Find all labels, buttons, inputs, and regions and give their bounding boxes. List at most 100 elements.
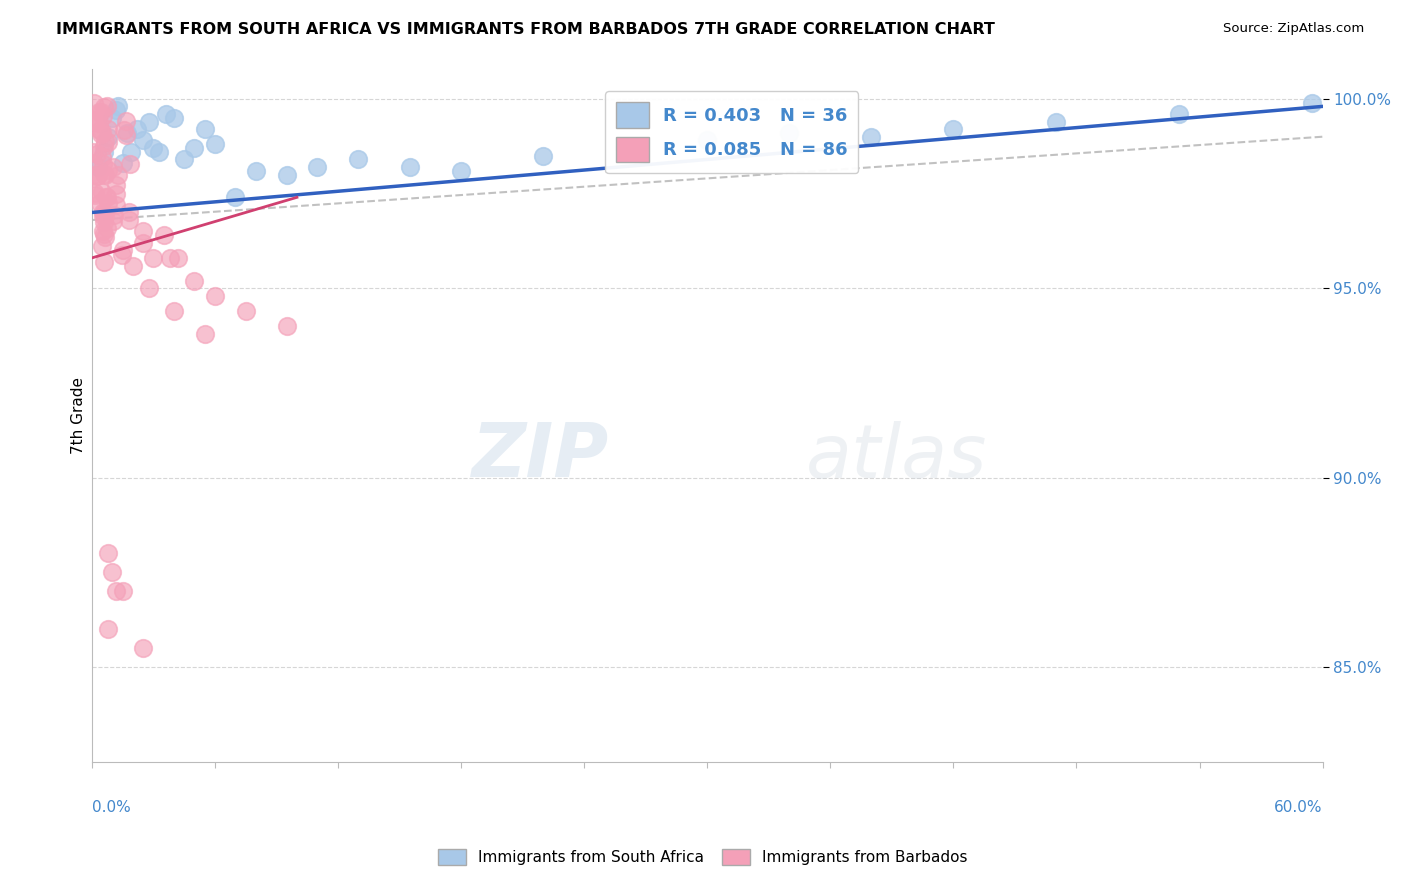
Point [87, 160, 110, 174]
Point [125, 122, 148, 136]
Point [614, 141, 637, 155]
Text: ZIP: ZIP [471, 420, 609, 493]
Point [118, 213, 141, 227]
Point [89, 104, 111, 119]
Point [93, 227, 115, 241]
Point [860, 129, 883, 144]
Point [93, 215, 115, 229]
Point [132, 224, 155, 238]
Point [86, 169, 108, 183]
Point [91, 205, 114, 219]
Point [93, 139, 115, 153]
Point [91, 150, 114, 164]
Point [1045, 114, 1067, 128]
Point [91, 209, 114, 223]
Point [1168, 107, 1191, 121]
Point [91, 109, 114, 123]
Point [93, 100, 115, 114]
Point [89, 116, 111, 130]
Point [105, 103, 128, 118]
Point [96, 190, 118, 204]
Text: 0.0%: 0.0% [91, 800, 131, 815]
Point [101, 111, 124, 125]
Point [112, 122, 135, 136]
Point [84, 186, 107, 201]
Point [778, 126, 800, 140]
Point [204, 137, 226, 152]
Legend: R = 0.403   N = 36, R = 0.085   N = 86: R = 0.403 N = 36, R = 0.085 N = 86 [605, 91, 859, 173]
Point [132, 641, 155, 656]
Point [183, 141, 205, 155]
Point [142, 251, 165, 265]
Point [90, 125, 112, 139]
Point [111, 248, 134, 262]
Text: IMMIGRANTS FROM SOUTH AFRICA VS IMMIGRANTS FROM BARBADOS 7TH GRADE CORRELATION C: IMMIGRANTS FROM SOUTH AFRICA VS IMMIGRAN… [56, 22, 995, 37]
Point [93, 167, 115, 181]
Point [120, 145, 142, 159]
Point [307, 160, 329, 174]
Point [94, 134, 117, 148]
Point [105, 198, 128, 212]
Point [82, 114, 104, 128]
Point [115, 126, 138, 140]
Point [101, 566, 124, 580]
Point [91, 239, 114, 253]
Point [245, 163, 267, 178]
Point [118, 205, 141, 219]
Point [235, 304, 257, 318]
Point [82, 168, 104, 182]
Point [93, 255, 115, 269]
Point [347, 153, 370, 167]
Point [696, 134, 718, 148]
Point [90, 127, 112, 141]
Point [94, 230, 117, 244]
Point [194, 326, 217, 341]
Y-axis label: 7th Grade: 7th Grade [72, 376, 86, 454]
Point [89, 123, 111, 137]
Point [155, 107, 177, 121]
Point [83, 95, 105, 110]
Point [107, 168, 129, 182]
Point [107, 99, 129, 113]
Point [101, 214, 124, 228]
Point [84, 187, 107, 202]
Point [121, 259, 143, 273]
Point [97, 195, 120, 210]
Point [398, 160, 420, 174]
Point [89, 196, 111, 211]
Point [82, 156, 104, 170]
Point [93, 206, 115, 220]
Text: 60.0%: 60.0% [1274, 800, 1323, 815]
Point [120, 157, 142, 171]
Point [115, 114, 138, 128]
Legend: Immigrants from South Africa, Immigrants from Barbados: Immigrants from South Africa, Immigrants… [432, 843, 974, 871]
Point [82, 145, 104, 159]
Point [276, 168, 298, 182]
Point [97, 162, 120, 177]
Point [103, 208, 125, 222]
Point [163, 111, 186, 125]
Point [97, 135, 120, 149]
Point [97, 129, 120, 144]
Point [142, 141, 165, 155]
Point [276, 319, 298, 334]
Point [105, 186, 128, 201]
Point [96, 99, 118, 113]
Point [531, 148, 554, 162]
Point [111, 584, 134, 599]
Point [450, 163, 472, 178]
Point [97, 546, 120, 560]
Point [91, 157, 114, 171]
Point [94, 169, 117, 183]
Point [183, 274, 205, 288]
Point [1301, 95, 1323, 110]
Point [194, 122, 217, 136]
Point [90, 185, 112, 199]
Point [86, 147, 108, 161]
Point [114, 128, 136, 142]
Point [105, 584, 128, 599]
Point [111, 244, 134, 258]
Text: atlas: atlas [806, 421, 987, 492]
Point [101, 160, 124, 174]
Point [104, 178, 127, 193]
